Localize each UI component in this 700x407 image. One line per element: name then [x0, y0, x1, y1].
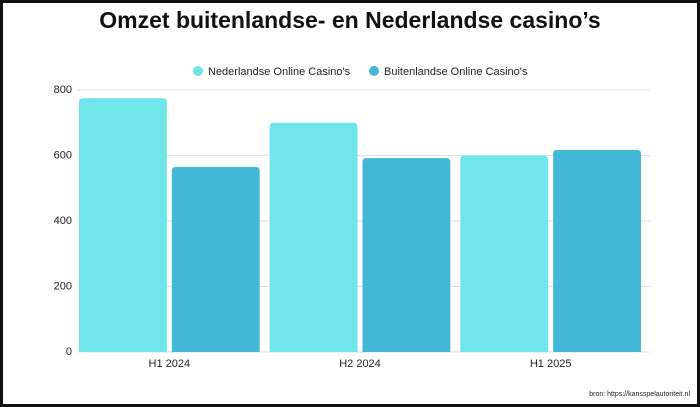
source: bron: https://kansspelautoriteit.nl: [589, 391, 690, 398]
bar: [269, 122, 358, 352]
legend-swatch: [369, 66, 379, 76]
bar: [362, 158, 451, 352]
bar: [553, 149, 641, 352]
legend-swatch: [193, 66, 203, 76]
x-tick-label: H1 2025: [530, 358, 572, 370]
chart-title: Omzet buitenlandse- en Nederlandse casin…: [99, 7, 600, 33]
bar: [171, 166, 260, 352]
x-tick-label: H2 2024: [339, 358, 381, 370]
bar: [460, 155, 549, 352]
y-tick-label: 800: [54, 84, 72, 96]
y-tick-label: 400: [54, 215, 72, 227]
legend-label: Nederlandse Online Casino's: [208, 66, 351, 78]
bar: [79, 98, 167, 352]
x-tick-label: H1 2024: [149, 358, 191, 370]
y-tick-label: 600: [54, 149, 72, 161]
legend-label: Buitenlandse Online Casino's: [384, 66, 528, 78]
y-tick-label: 0: [66, 346, 72, 358]
y-tick-label: 200: [54, 280, 72, 292]
